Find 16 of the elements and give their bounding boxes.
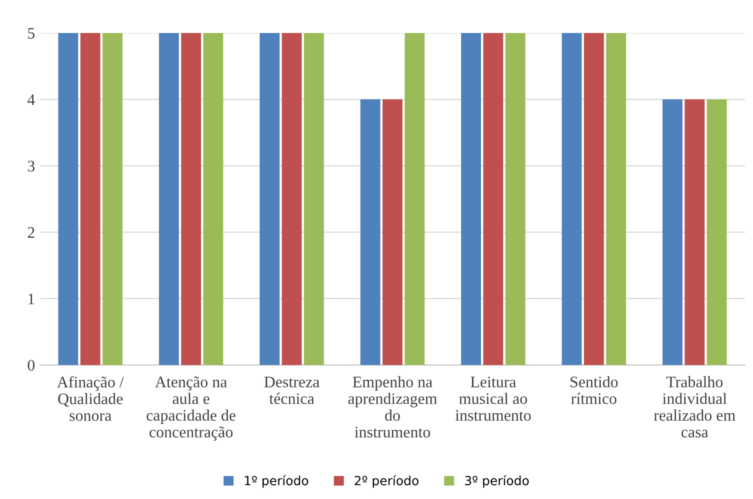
x-tick-label: Empenho na aprendizagem do instrumento [348, 376, 438, 438]
x-tick-label: Sentido rítmico [570, 376, 618, 404]
x-tick-label: Trabalho individual realizado em casa [654, 376, 736, 438]
legend-label: 1º período [244, 475, 308, 488]
y-tick-label: 2 [28, 227, 34, 238]
y-tick-label: 4 [27, 94, 35, 105]
x-tick-label: Destreza técnica [264, 376, 320, 404]
y-tick-label: 5 [28, 28, 35, 39]
legend-label: 3º período [465, 475, 529, 488]
x-tick-label: Afinação / Qualidade sonora [57, 376, 124, 421]
y-tick-label: 0 [28, 360, 35, 371]
y-tick-label: 3 [28, 160, 35, 172]
x-tick-label: Leitura musical ao instrumento [455, 376, 531, 421]
legend-label: 2º período [354, 475, 418, 488]
y-tick-label: 1 [28, 294, 34, 304]
x-tick-label: Atenção na aula e capacidade de concentração [146, 376, 236, 441]
